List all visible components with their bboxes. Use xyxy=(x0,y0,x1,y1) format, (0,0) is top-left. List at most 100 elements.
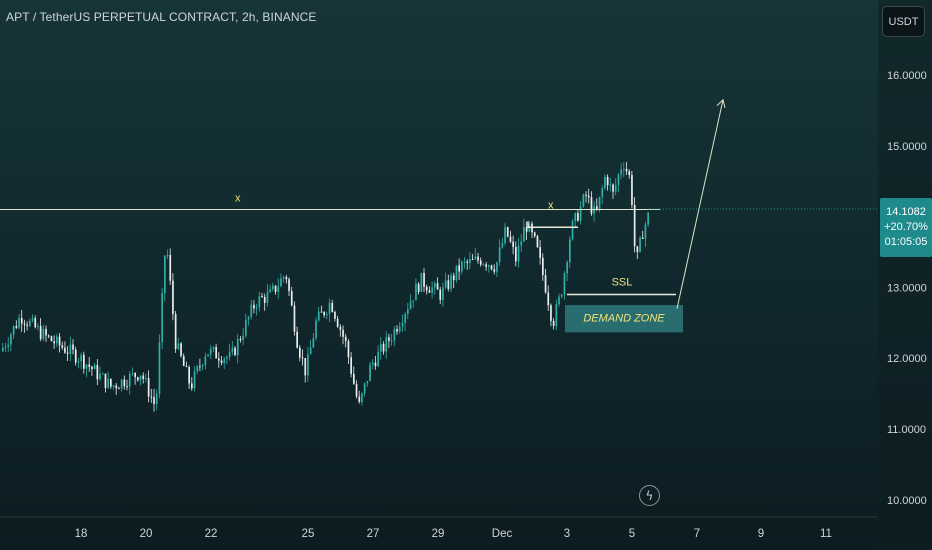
candle xyxy=(523,218,525,242)
candle xyxy=(191,377,193,391)
candle xyxy=(301,349,304,366)
candle xyxy=(288,277,290,297)
candle xyxy=(215,343,217,359)
candle xyxy=(417,282,420,295)
candle xyxy=(69,336,72,362)
demand-zone[interactable] xyxy=(565,305,683,333)
candle xyxy=(531,221,533,239)
candle xyxy=(620,163,622,180)
lightning-icon[interactable]: ϟ xyxy=(639,485,660,506)
projection-arrow[interactable] xyxy=(676,99,724,309)
candle xyxy=(4,343,7,353)
candle xyxy=(147,370,150,403)
candle xyxy=(601,185,604,205)
candle xyxy=(509,230,512,244)
candle xyxy=(137,376,139,382)
resistance-label-1: x xyxy=(235,193,241,205)
candle xyxy=(145,373,147,383)
candle xyxy=(126,379,128,391)
candle xyxy=(150,388,153,403)
candle xyxy=(612,183,614,199)
x-tick-label: Dec xyxy=(492,528,513,540)
candle xyxy=(280,273,282,287)
candle xyxy=(598,196,601,213)
candle xyxy=(274,285,277,295)
x-tick-label: 27 xyxy=(367,528,380,540)
candle xyxy=(420,272,423,293)
candle xyxy=(536,234,539,249)
candle xyxy=(628,169,631,179)
candle xyxy=(39,318,42,342)
candle xyxy=(431,281,433,299)
candle xyxy=(134,372,136,385)
candle xyxy=(245,313,247,338)
y-tick-label: 16.0000 xyxy=(887,70,927,82)
candle xyxy=(566,260,568,282)
candle xyxy=(428,286,431,294)
x-tick-label: 3 xyxy=(564,528,570,540)
candle xyxy=(293,301,296,336)
y-tick-label: 12.0000 xyxy=(887,353,927,365)
candle xyxy=(547,285,550,311)
candle xyxy=(558,293,560,307)
candle xyxy=(139,375,142,386)
candle xyxy=(266,284,269,307)
candle xyxy=(180,342,182,358)
candle xyxy=(72,339,74,355)
candle xyxy=(353,366,355,385)
candle xyxy=(12,325,15,339)
candle xyxy=(128,371,131,395)
x-tick-label: 9 xyxy=(758,528,764,540)
demand-zone-label: DEMAND ZONE xyxy=(583,313,665,325)
candle xyxy=(255,303,258,316)
candle xyxy=(15,320,18,330)
candle xyxy=(434,280,436,295)
candle xyxy=(96,359,99,386)
candle xyxy=(625,161,628,175)
candle xyxy=(374,355,377,370)
candle xyxy=(398,322,401,334)
swing-high-segment[interactable] xyxy=(527,221,578,228)
candle xyxy=(439,286,442,305)
price-axis[interactable]: 16.0000 15.0000 13.0000 12.0000 11.0000 10.00… xyxy=(878,0,932,550)
x-tick-label: 11 xyxy=(820,528,832,540)
candle xyxy=(647,211,649,228)
candle xyxy=(299,345,301,362)
candle xyxy=(101,372,104,375)
candle xyxy=(226,355,228,365)
candle xyxy=(574,212,577,228)
candle xyxy=(174,310,177,353)
candle xyxy=(436,277,439,290)
candle xyxy=(80,352,82,370)
candle xyxy=(153,388,155,412)
x-tick-label: 7 xyxy=(694,528,700,540)
candle xyxy=(37,323,39,331)
candle xyxy=(123,375,126,390)
candle xyxy=(404,311,406,331)
candle xyxy=(234,346,236,357)
candle xyxy=(458,258,460,280)
candles xyxy=(2,161,649,412)
candle xyxy=(361,392,363,406)
candle xyxy=(450,272,452,293)
candle xyxy=(142,372,145,384)
candle xyxy=(542,253,544,281)
candle xyxy=(29,318,31,328)
candle xyxy=(366,381,369,388)
candle xyxy=(363,382,366,397)
candle xyxy=(447,274,450,292)
candle xyxy=(282,275,285,283)
candle xyxy=(382,341,385,355)
candle xyxy=(506,226,509,238)
currency-button[interactable]: USDT xyxy=(882,6,925,37)
candle xyxy=(582,193,585,208)
annotations[interactable]: x x SSL DEMAND ZONE xyxy=(0,98,726,333)
candle xyxy=(304,357,307,383)
candle xyxy=(590,191,593,216)
candle xyxy=(223,356,226,370)
time-axis[interactable]: 18 20 22 25 27 29 Dec 3 5 7 9 11 xyxy=(0,516,878,540)
candle xyxy=(461,259,463,275)
candle xyxy=(555,299,558,331)
candle xyxy=(401,314,404,332)
